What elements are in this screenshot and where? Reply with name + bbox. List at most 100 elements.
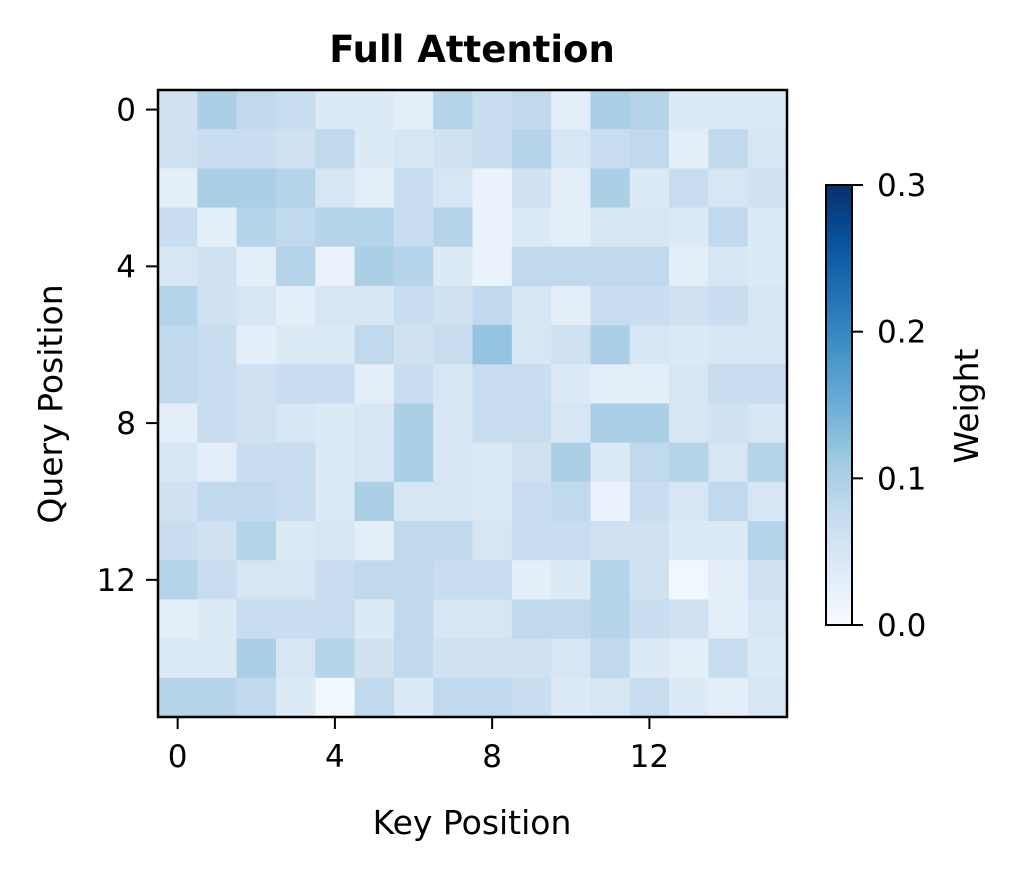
- heatmap-cell-r3-c11: [590, 207, 631, 248]
- y-tick-label-12: 12: [97, 563, 136, 599]
- heatmap-cell-r12-c7: [433, 560, 474, 601]
- heatmap-cell-r11-c1: [197, 521, 238, 561]
- heatmap-cell-r1-c10: [551, 129, 592, 169]
- heatmap-cell-r1-c3: [275, 129, 316, 169]
- heatmap-cell-r8-c9: [511, 403, 552, 444]
- heatmap-cell-r7-c12: [629, 364, 670, 405]
- heatmap-cell-r6-c9: [511, 325, 552, 365]
- heatmap-cell-r15-c5: [354, 677, 395, 718]
- heatmap-cell-r0-c15: [747, 90, 788, 130]
- heatmap-cell-r9-c9: [511, 442, 552, 483]
- heatmap-cell-r7-c1: [197, 364, 238, 405]
- x-axis-ticks: 0 4 8 12: [168, 717, 669, 775]
- heatmap-cell-r3-c7: [433, 207, 474, 248]
- heatmap-cell-r9-c0: [158, 442, 198, 483]
- heatmap-cell-r4-c8: [472, 246, 513, 287]
- heatmap-cell-r12-c6: [393, 560, 434, 601]
- heatmap-cell-r4-c6: [393, 246, 434, 287]
- heatmap-cell-r2-c7: [433, 168, 474, 209]
- heatmap-cell-r10-c3: [275, 481, 316, 522]
- heatmap-cell-r0-c14: [708, 90, 749, 130]
- heatmap-cell-r10-c0: [158, 481, 198, 522]
- heatmap-cell-r5-c4: [315, 285, 356, 326]
- heatmap-cell-r3-c1: [197, 207, 238, 248]
- heatmap-cell-r0-c11: [590, 90, 631, 130]
- heatmap-cell-r11-c11: [590, 521, 631, 561]
- heatmap-cell-r4-c11: [590, 246, 631, 287]
- heatmap-cell-r1-c6: [393, 129, 434, 169]
- heatmap-cell-r7-c4: [315, 364, 356, 405]
- heatmap-cell-r4-c0: [158, 246, 198, 287]
- heatmap-cell-r0-c12: [629, 90, 670, 130]
- heatmap-cell-r2-c0: [158, 168, 198, 209]
- heatmap-cell-r2-c1: [197, 168, 238, 209]
- heatmap-cell-r5-c12: [629, 285, 670, 326]
- heatmap-cell-r14-c7: [433, 638, 474, 679]
- heatmap-cell-r15-c12: [629, 677, 670, 718]
- heatmap-cell-r6-c6: [393, 325, 434, 365]
- heatmap-cell-r14-c0: [158, 638, 198, 679]
- heatmap-cell-r6-c15: [747, 325, 788, 365]
- plot-frame: [156, 88, 789, 719]
- colorbar-ticks: 0.0 0.1 0.2 0.3: [852, 168, 926, 644]
- heatmap-cell-r4-c1: [197, 246, 238, 287]
- heatmap-cell-r6-c10: [551, 325, 592, 365]
- heatmap-cell-r1-c5: [354, 129, 395, 169]
- heatmap-cell-r8-c5: [354, 403, 395, 444]
- heatmap-cell-r6-c2: [236, 325, 277, 365]
- heatmap-cell-r9-c2: [236, 442, 277, 483]
- heatmap-cell-r11-c7: [433, 521, 474, 561]
- heatmap-cell-r13-c6: [393, 599, 434, 640]
- heatmap-cell-r6-c12: [629, 325, 670, 365]
- heatmap-cell-r5-c3: [275, 285, 316, 326]
- heatmap-cell-r14-c6: [393, 638, 434, 679]
- heatmap-cell-r5-c13: [669, 285, 709, 326]
- heatmap-cell-r0-c2: [236, 90, 277, 130]
- heatmap-cell-r2-c14: [708, 168, 749, 209]
- heatmap-cell-r10-c6: [393, 481, 434, 522]
- heatmap-cell-r3-c15: [747, 207, 788, 248]
- heatmap-cell-r4-c9: [511, 246, 552, 287]
- heatmap-cell-r11-c13: [669, 521, 709, 561]
- heatmap-cell-r0-c3: [275, 90, 316, 130]
- heatmap-cell-r4-c13: [669, 246, 709, 287]
- heatmap-cell-r6-c11: [590, 325, 631, 365]
- heatmap-cell-r2-c9: [511, 168, 552, 209]
- heatmap-cell-r13-c3: [275, 599, 316, 640]
- heatmap-cell-r15-c14: [708, 677, 749, 718]
- heatmap-cell-r6-c7: [433, 325, 474, 365]
- heatmap-cell-r11-c8: [472, 521, 513, 561]
- heatmap-cell-r12-c2: [236, 560, 277, 601]
- heatmap-cell-r13-c13: [669, 599, 709, 640]
- heatmap-cell-r8-c3: [275, 403, 316, 444]
- heatmap-cell-r13-c10: [551, 599, 592, 640]
- heatmap-cell-r8-c10: [551, 403, 592, 444]
- heatmap-cell-r8-c15: [747, 403, 788, 444]
- heatmap-cell-r11-c9: [511, 521, 552, 561]
- heatmap-cell-r5-c2: [236, 285, 277, 326]
- heatmap-cell-r12-c0: [158, 560, 198, 601]
- heatmap-cell-r13-c15: [747, 599, 788, 640]
- heatmap-cell-r3-c0: [158, 207, 198, 248]
- heatmap-cell-r0-c6: [393, 90, 434, 130]
- heatmap-cell-r7-c0: [158, 364, 198, 405]
- x-tick-label-8: 8: [482, 739, 502, 775]
- heatmap-cell-r13-c7: [433, 599, 474, 640]
- heatmap-cell-r7-c15: [747, 364, 788, 405]
- heatmap-cell-r8-c11: [590, 403, 631, 444]
- heatmap-cell-r5-c0: [158, 285, 198, 326]
- heatmap-cell-r11-c15: [747, 521, 788, 561]
- heatmap-cell-r11-c10: [551, 521, 592, 561]
- heatmap-cell-r12-c8: [472, 560, 513, 601]
- heatmap-cell-r13-c2: [236, 599, 277, 640]
- heatmap-cell-r13-c8: [472, 599, 513, 640]
- heatmap-cell-r3-c14: [708, 207, 749, 248]
- heatmap-cell-r13-c9: [511, 599, 552, 640]
- heatmap-cell-r1-c11: [590, 129, 631, 169]
- heatmap-cell-r13-c14: [708, 599, 749, 640]
- heatmap-cell-r3-c3: [275, 207, 316, 248]
- heatmap-cell-r13-c0: [158, 599, 198, 640]
- heatmap-cell-r8-c12: [629, 403, 670, 444]
- heatmap-cell-r0-c1: [197, 90, 238, 130]
- heatmap-cell-r10-c7: [433, 481, 474, 522]
